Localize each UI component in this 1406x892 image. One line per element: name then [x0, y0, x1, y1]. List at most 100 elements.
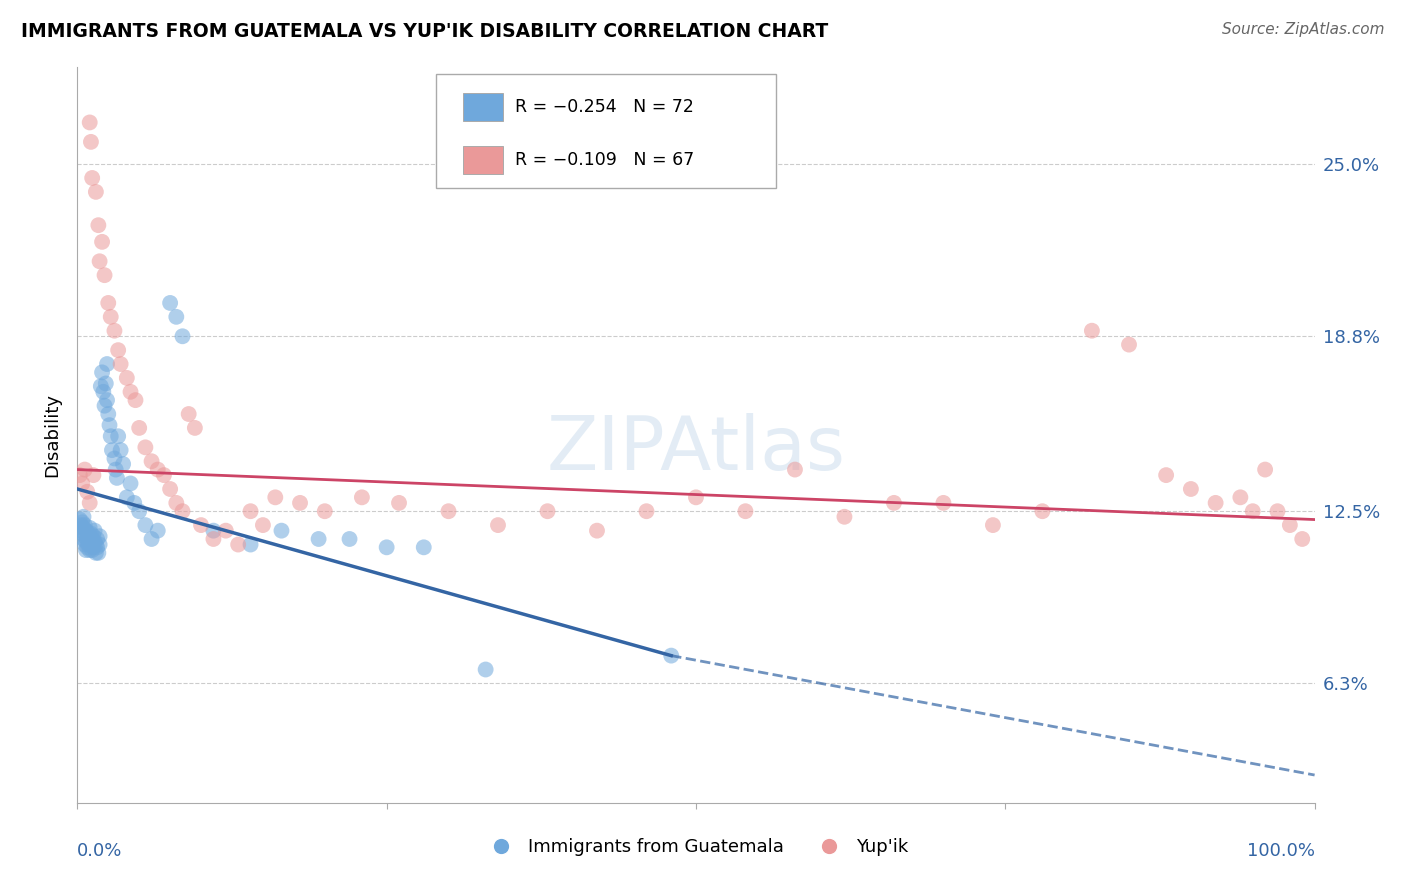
Point	[177, 407, 200, 421]
Point	[82, 541, 104, 555]
Point	[834, 509, 856, 524]
Point	[82, 532, 104, 546]
Point	[1205, 496, 1227, 510]
Point	[1154, 468, 1177, 483]
Point	[659, 648, 682, 663]
Point	[1118, 337, 1140, 351]
Point	[202, 524, 225, 538]
Point	[172, 329, 194, 343]
Point	[165, 310, 187, 324]
Point	[314, 504, 336, 518]
Point	[96, 357, 118, 371]
Point	[685, 491, 707, 505]
Point	[981, 518, 1004, 533]
Point	[87, 546, 110, 560]
Point	[96, 393, 118, 408]
Point	[783, 462, 806, 476]
Point	[110, 443, 132, 458]
Point	[91, 365, 114, 379]
Point	[184, 421, 207, 435]
Point	[122, 496, 145, 510]
Point	[172, 504, 194, 518]
Point	[128, 421, 150, 435]
Point	[72, 521, 94, 535]
Point	[107, 343, 129, 358]
Point	[636, 504, 658, 518]
Point	[103, 451, 125, 466]
Point	[103, 324, 125, 338]
Point	[72, 509, 94, 524]
Text: R = −0.109   N = 67: R = −0.109 N = 67	[516, 152, 695, 169]
Point	[252, 518, 274, 533]
Point	[72, 476, 94, 491]
Point	[89, 537, 111, 551]
Point	[82, 529, 104, 543]
Point	[97, 407, 120, 421]
Point	[153, 468, 176, 483]
Point	[239, 504, 262, 518]
Point	[76, 532, 98, 546]
Point	[105, 471, 128, 485]
Text: 100.0%: 100.0%	[1247, 842, 1315, 860]
Point	[1291, 532, 1313, 546]
Point	[159, 482, 181, 496]
Point	[101, 443, 124, 458]
Point	[77, 537, 100, 551]
Point	[89, 529, 111, 543]
Point	[115, 491, 138, 505]
Point	[437, 504, 460, 518]
Point	[82, 171, 104, 186]
Point	[124, 393, 146, 408]
Point	[80, 135, 103, 149]
Point	[134, 441, 156, 455]
Point	[73, 537, 96, 551]
Point	[110, 357, 132, 371]
Point	[75, 534, 97, 549]
Point	[375, 541, 398, 555]
Point	[159, 296, 181, 310]
Point	[89, 254, 111, 268]
Point	[146, 524, 169, 538]
Point	[75, 543, 97, 558]
Point	[141, 532, 163, 546]
Point	[79, 532, 101, 546]
Point	[84, 537, 107, 551]
Point	[1031, 504, 1053, 518]
Point	[84, 185, 107, 199]
Point	[1180, 482, 1202, 496]
Point	[79, 115, 101, 129]
Point	[146, 462, 169, 476]
Point	[76, 484, 98, 499]
Point	[165, 496, 187, 510]
Point	[104, 462, 127, 476]
FancyBboxPatch shape	[436, 74, 776, 188]
Point	[84, 546, 107, 560]
Point	[270, 524, 292, 538]
Text: IMMIGRANTS FROM GUATEMALA VS YUP'IK DISABILITY CORRELATION CHART: IMMIGRANTS FROM GUATEMALA VS YUP'IK DISA…	[21, 22, 828, 41]
Point	[75, 524, 97, 538]
Point	[120, 476, 142, 491]
Point	[73, 529, 96, 543]
Point	[79, 543, 101, 558]
Point	[883, 496, 905, 510]
Point	[264, 491, 287, 505]
Point	[93, 399, 115, 413]
Point	[1278, 518, 1301, 533]
Point	[128, 504, 150, 518]
Point	[70, 524, 93, 538]
Point	[112, 457, 135, 471]
Point	[98, 418, 121, 433]
Text: ZIPAtlas: ZIPAtlas	[547, 413, 845, 486]
Point	[536, 504, 558, 518]
Point	[86, 532, 108, 546]
Point	[91, 384, 114, 399]
Point	[91, 235, 114, 249]
Point	[134, 518, 156, 533]
Point	[100, 310, 122, 324]
Point	[215, 524, 238, 538]
Point	[932, 496, 955, 510]
Point	[79, 521, 101, 535]
Point	[83, 534, 105, 549]
Point	[226, 537, 249, 551]
Point	[69, 512, 91, 526]
